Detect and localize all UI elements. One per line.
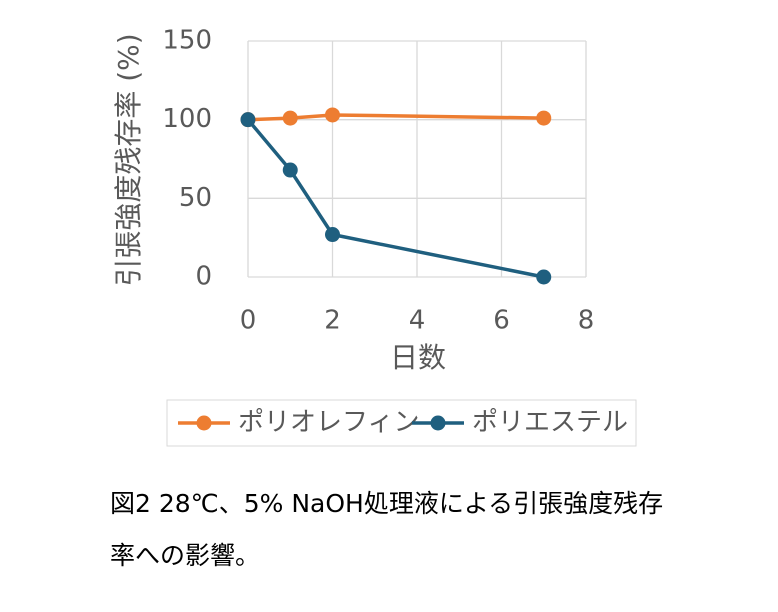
x-tick-label: 6 <box>493 306 510 336</box>
y-tick-label: 100 <box>162 104 212 134</box>
legend-label: ポリエステル <box>472 408 628 438</box>
legend-marker <box>196 415 212 431</box>
x-tick-label: 0 <box>240 306 257 336</box>
data-point <box>325 227 340 243</box>
caption-line: 図2 28℃、5% NaOH処理液による引張強度残存 <box>110 489 663 518</box>
legend-box <box>166 399 637 447</box>
series-line <box>246 118 545 279</box>
y-axis-label: 引張強度残存率 (%) <box>112 33 145 286</box>
x-tick-label: 8 <box>578 306 595 336</box>
data-point <box>282 162 298 178</box>
series-line <box>247 113 544 122</box>
data-point <box>240 112 256 128</box>
data-point <box>536 269 552 285</box>
data-point <box>282 110 298 126</box>
x-tick-label: 2 <box>324 306 341 336</box>
legend-label: ポリオレフィン <box>238 408 419 438</box>
data-point <box>536 110 552 126</box>
x-tick-label: 4 <box>409 306 426 336</box>
y-tick-label: 150 <box>162 26 212 56</box>
caption-line: 率への影響。 <box>110 541 260 570</box>
data-point <box>325 107 340 123</box>
x-axis-label: 日数 <box>390 341 446 374</box>
y-tick-label: 50 <box>179 183 212 213</box>
legend-marker <box>430 415 446 431</box>
y-tick-label: 0 <box>195 262 212 292</box>
